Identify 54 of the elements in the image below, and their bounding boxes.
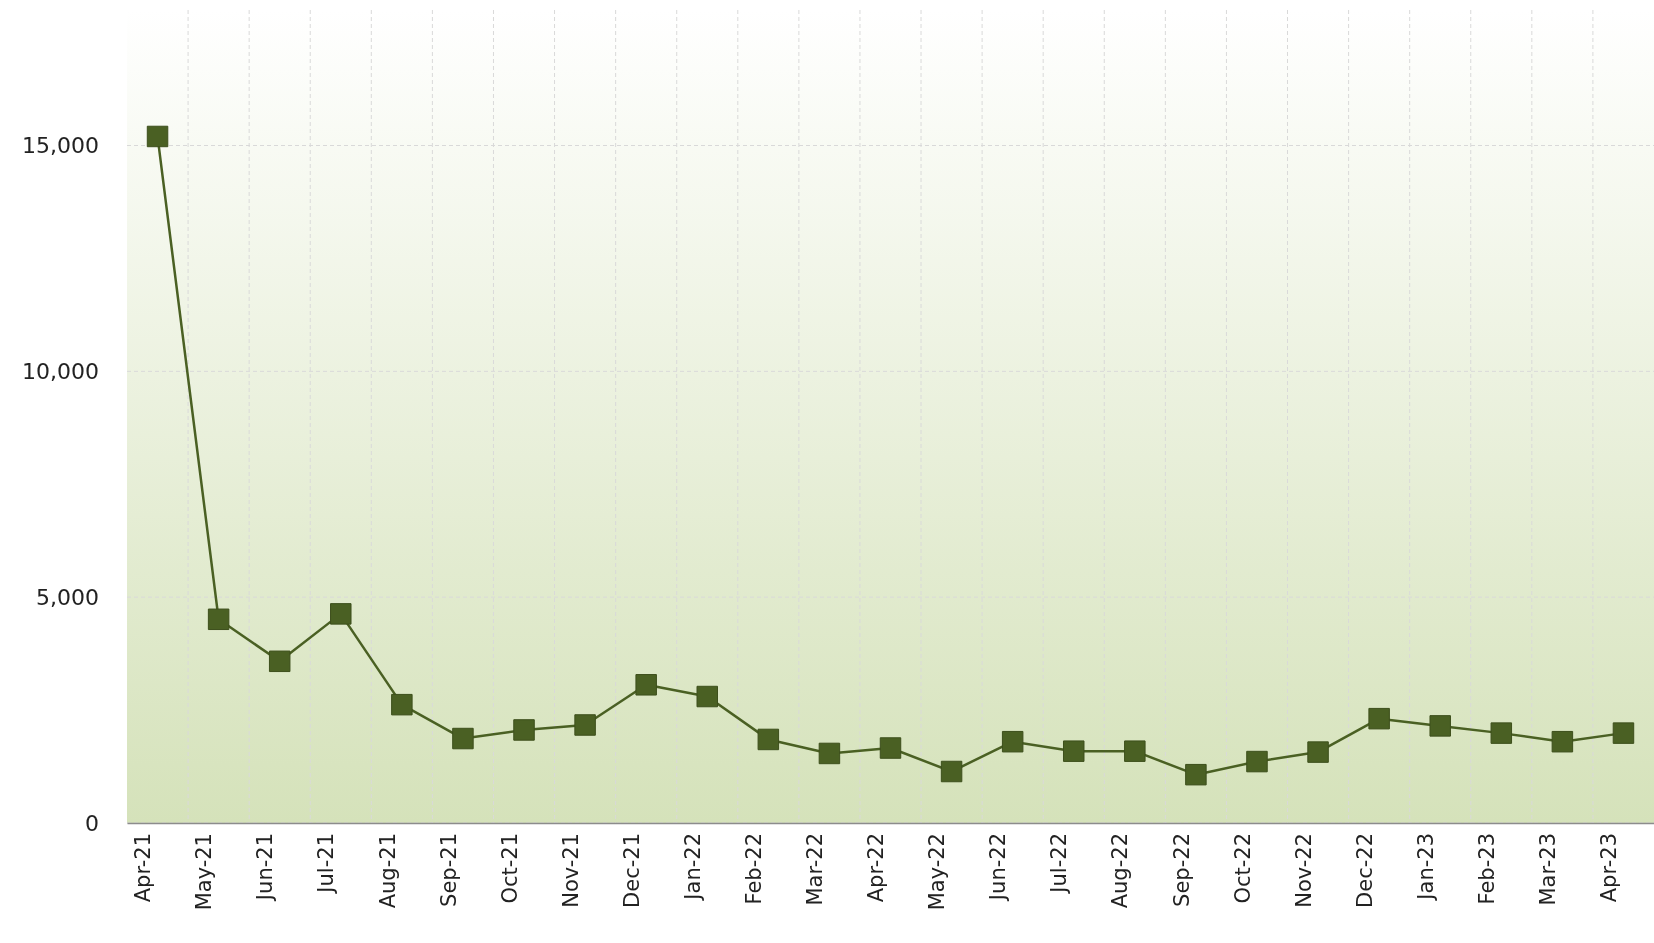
point: [879, 737, 902, 759]
x-tick-label: Mar-23: [1536, 833, 1561, 906]
x-tick-label: Jan-23: [1413, 833, 1438, 902]
x-tick-label: Feb-22: [741, 833, 766, 905]
point: [635, 674, 657, 696]
x-tick-label: Jun-21: [253, 833, 278, 903]
point: [1246, 750, 1268, 773]
x-tick-label: Dec-22: [1352, 833, 1377, 908]
point: [1612, 722, 1635, 744]
point: [1062, 740, 1085, 762]
point: [574, 714, 596, 736]
point: [1307, 741, 1329, 763]
point: [1368, 707, 1390, 730]
point: [696, 685, 719, 708]
x-tick-label: Sep-22: [1169, 833, 1194, 907]
x-tick-label: Aug-21: [375, 833, 400, 909]
point: [207, 608, 230, 631]
point: [940, 760, 963, 783]
point: [818, 742, 841, 765]
point: [391, 693, 413, 716]
x-tick-label: Aug-22: [1108, 833, 1133, 909]
x-tick-label: Jul-22: [1047, 833, 1072, 895]
point: [1490, 722, 1513, 744]
x-tick-label: Oct-21: [497, 833, 522, 904]
point: [513, 719, 535, 741]
x-tick-label: Nov-22: [1291, 833, 1316, 908]
x-tick-label: Jun-22: [986, 833, 1011, 903]
point: [268, 650, 291, 673]
x-tick-label: Apr-21: [131, 833, 156, 903]
x-tick-label: May-22: [925, 833, 950, 911]
point: [330, 603, 352, 625]
x-tick-label: Jan-22: [680, 833, 705, 902]
point: [146, 125, 169, 148]
y-tick-label: 15,000: [22, 133, 99, 159]
x-tick-label: Sep-21: [436, 833, 461, 907]
x-tick-label: Apr-22: [864, 833, 889, 903]
point: [1551, 730, 1574, 753]
y-tick-label: 0: [85, 810, 99, 836]
point: [1429, 715, 1451, 737]
x-tick-label: Feb-23: [1474, 833, 1499, 905]
x-tick-label: May-21: [192, 833, 217, 911]
y-tick-label: 5,000: [36, 584, 99, 610]
point: [757, 728, 780, 751]
x-tick-label: Dec-21: [619, 833, 644, 908]
point: [1185, 763, 1207, 786]
x-tick-label: Mar-22: [803, 833, 828, 906]
point: [1124, 740, 1146, 762]
x-tick-label: Jul-21: [314, 833, 339, 895]
x-tick-label: Apr-23: [1597, 833, 1622, 903]
y-tick-label: 10,000: [22, 358, 99, 384]
x-tick-label: Nov-21: [558, 833, 583, 908]
x-tick-label: Oct-22: [1230, 833, 1255, 904]
point: [452, 727, 474, 750]
point: [1001, 730, 1024, 753]
